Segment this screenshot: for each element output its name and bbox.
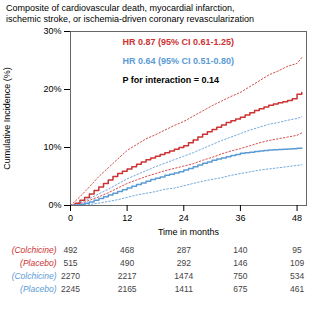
svg-text:36: 36 (235, 213, 245, 223)
svg-text:0%: 0% (48, 200, 61, 210)
svg-text:468: 468 (120, 245, 134, 255)
svg-text:292: 292 (177, 258, 191, 268)
svg-text:287: 287 (177, 245, 191, 255)
svg-text:(Colchicine): (Colchicine) (12, 245, 57, 255)
svg-text:2217: 2217 (118, 271, 137, 281)
svg-text:P for interaction = 0.14: P for interaction = 0.14 (122, 75, 219, 85)
svg-text:140: 140 (233, 245, 247, 255)
svg-text:(Colchicine): (Colchicine) (12, 271, 57, 281)
svg-text:490: 490 (120, 258, 134, 268)
svg-text:750: 750 (233, 271, 247, 281)
svg-text:461: 461 (290, 284, 304, 294)
svg-text:95: 95 (292, 245, 302, 255)
svg-text:20%: 20% (43, 84, 61, 94)
svg-text:(Placebo): (Placebo) (20, 258, 57, 268)
svg-text:2270: 2270 (61, 271, 80, 281)
svg-text:109: 109 (290, 258, 304, 268)
svg-text:Cumulative Incidence (%): Cumulative Incidence (%) (2, 67, 12, 170)
svg-text:1411: 1411 (175, 284, 194, 294)
svg-text:(Placebo): (Placebo) (20, 284, 57, 294)
svg-text:10%: 10% (43, 142, 61, 152)
svg-text:48: 48 (292, 213, 302, 223)
html-text:ischemic stroke, or ischemia-d: ischemic stroke, or ischemia-driven coro… (6, 14, 255, 24)
svg-text:24: 24 (179, 213, 189, 223)
svg-text:0: 0 (68, 213, 73, 223)
html-text:Composite of cardiovascular de: Composite of cardiovascular death, myoca… (6, 3, 235, 13)
svg-text:492: 492 (63, 245, 77, 255)
svg-text:2165: 2165 (118, 284, 137, 294)
svg-text:675: 675 (233, 284, 247, 294)
svg-text:534: 534 (290, 271, 304, 281)
svg-text:30%: 30% (43, 26, 61, 36)
svg-text:HR 0.64 (95% CI 0.51-0.80): HR 0.64 (95% CI 0.51-0.80) (122, 56, 234, 66)
svg-text:Time in months: Time in months (158, 227, 220, 237)
svg-text:2245: 2245 (61, 284, 80, 294)
svg-text:12: 12 (122, 213, 132, 223)
svg-text:1474: 1474 (174, 271, 193, 281)
svg-text:515: 515 (63, 258, 77, 268)
svg-text:146: 146 (233, 258, 247, 268)
svg-text:HR 0.87 (95% CI 0.61-1.25): HR 0.87 (95% CI 0.61-1.25) (122, 37, 234, 47)
